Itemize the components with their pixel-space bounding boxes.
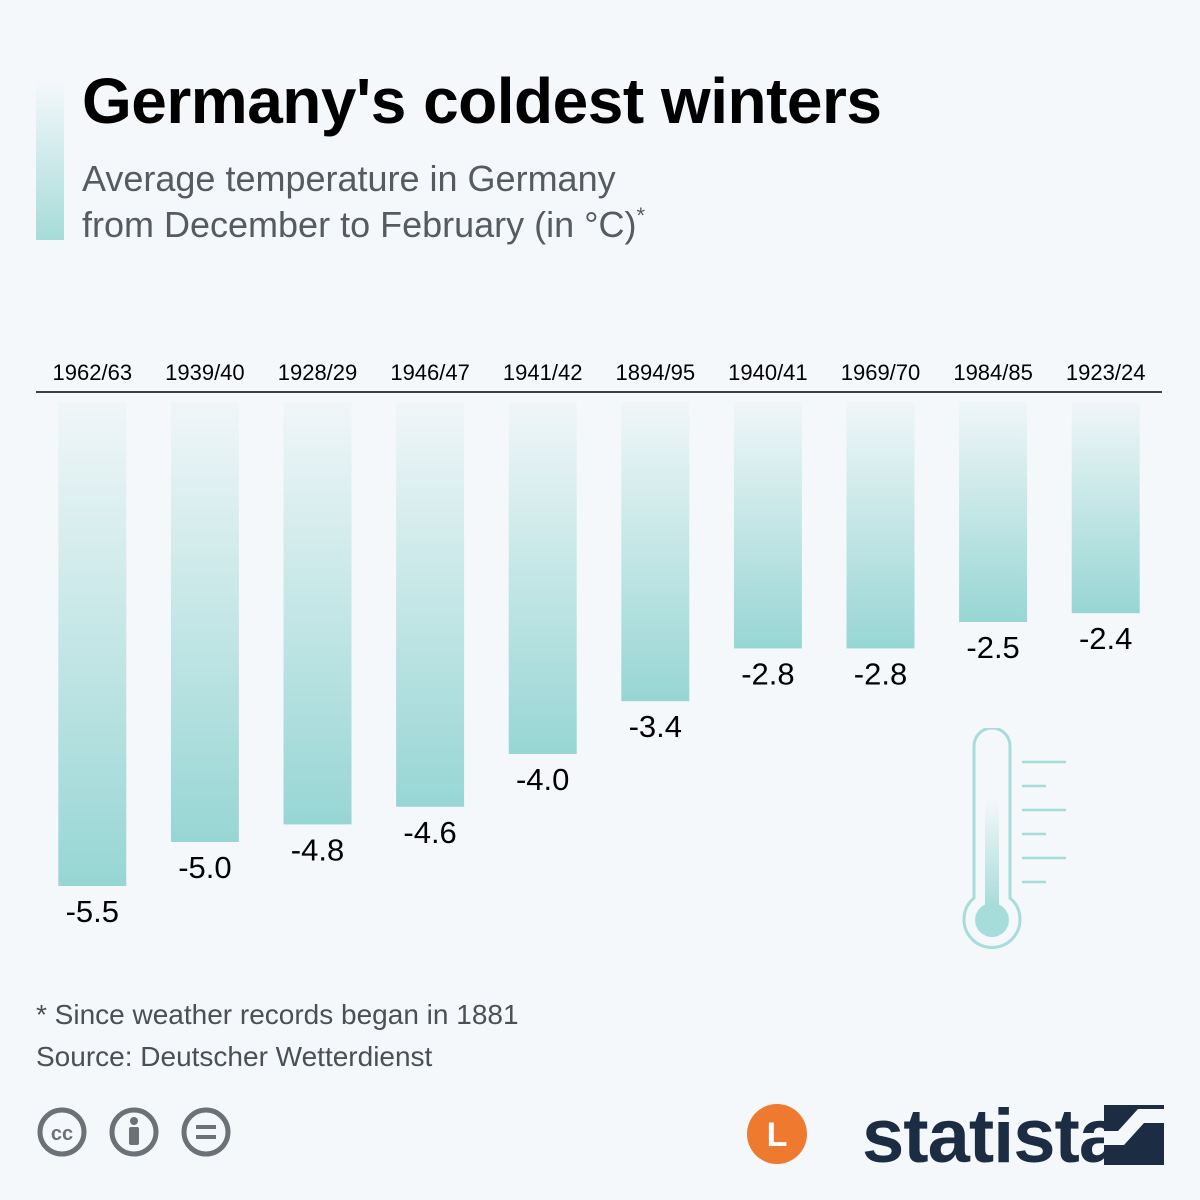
bar-1984-85 <box>959 402 1028 622</box>
title-accent-bar <box>36 80 64 240</box>
subtitle-line-2: from December to February (in °C)* <box>82 202 645 248</box>
value-label: -4.0 <box>516 762 569 797</box>
value-label: -4.8 <box>291 832 344 867</box>
attribution-icon[interactable] <box>108 1106 160 1158</box>
value-label: -5.0 <box>178 850 231 885</box>
bar-1894-95 <box>621 402 690 702</box>
bar-chart: 1962/63 1939/40 1928/29 1946/47 1941/42 1894/… <box>36 360 1162 929</box>
bar-1962-63 <box>58 402 127 886</box>
value-label: -5.5 <box>66 894 119 929</box>
bar-1939-40 <box>170 402 239 842</box>
subtitle-line-2-text: from December to February (in °C) <box>82 204 637 245</box>
svg-text:cc: cc <box>51 1123 73 1145</box>
value-labels: -5.5 -5.0 -4.8 -4.6 -4.0 -3.4 -2.8 -2.8 -2.5 -2.4 <box>66 621 1133 929</box>
bars-layer <box>58 402 1140 886</box>
category-label: 1941/42 <box>503 360 583 385</box>
category-label: 1940/41 <box>728 360 808 385</box>
value-label: -2.8 <box>854 656 907 691</box>
bar-1923-24 <box>1071 402 1140 614</box>
category-labels: 1962/63 1939/40 1928/29 1946/47 1941/42 1894/… <box>53 360 1146 385</box>
category-label: 1946/47 <box>390 360 470 385</box>
bar-1928-29 <box>283 402 352 825</box>
source-text: Source: Deutscher Wetterdienst <box>36 1041 433 1072</box>
category-label: 1939/40 <box>165 360 245 385</box>
chart-title: Germany's coldest winters <box>82 65 882 137</box>
category-label: 1928/29 <box>278 360 358 385</box>
value-label: -3.4 <box>629 709 682 744</box>
chart-subtitle: Average temperature in Germany from Dece… <box>82 156 645 248</box>
value-label: -4.6 <box>403 815 456 850</box>
footnote-marker: * <box>636 203 646 228</box>
value-label: -2.5 <box>966 630 1019 665</box>
brand-l-letter: L <box>767 1116 788 1154</box>
brand-l-logo[interactable]: L <box>747 1104 807 1164</box>
statista-logo-icon[interactable] <box>1104 1105 1164 1165</box>
value-label: -2.8 <box>741 656 794 691</box>
category-label: 1984/85 <box>953 360 1033 385</box>
thermometer-icon <box>962 728 1066 949</box>
chart-notes: * Since weather records began in 1881 So… <box>36 994 519 1078</box>
subtitle-line-1: Average temperature in Germany <box>82 158 616 199</box>
category-label: 1962/63 <box>53 360 133 385</box>
category-label: 1969/70 <box>841 360 921 385</box>
bar-1940-41 <box>733 402 802 649</box>
bar-1969-70 <box>846 402 915 649</box>
category-label: 1894/95 <box>616 360 696 385</box>
footnote-text: * Since weather records began in 1881 <box>36 999 519 1030</box>
bar-1941-42 <box>508 402 577 754</box>
cc-icon[interactable]: cc <box>36 1106 88 1158</box>
category-label: 1923/24 <box>1066 360 1146 385</box>
value-label: -2.4 <box>1079 621 1132 656</box>
no-derivatives-icon[interactable] <box>180 1106 232 1158</box>
statista-wordmark[interactable]: statista <box>862 1094 1121 1179</box>
bar-1946-47 <box>396 402 465 807</box>
